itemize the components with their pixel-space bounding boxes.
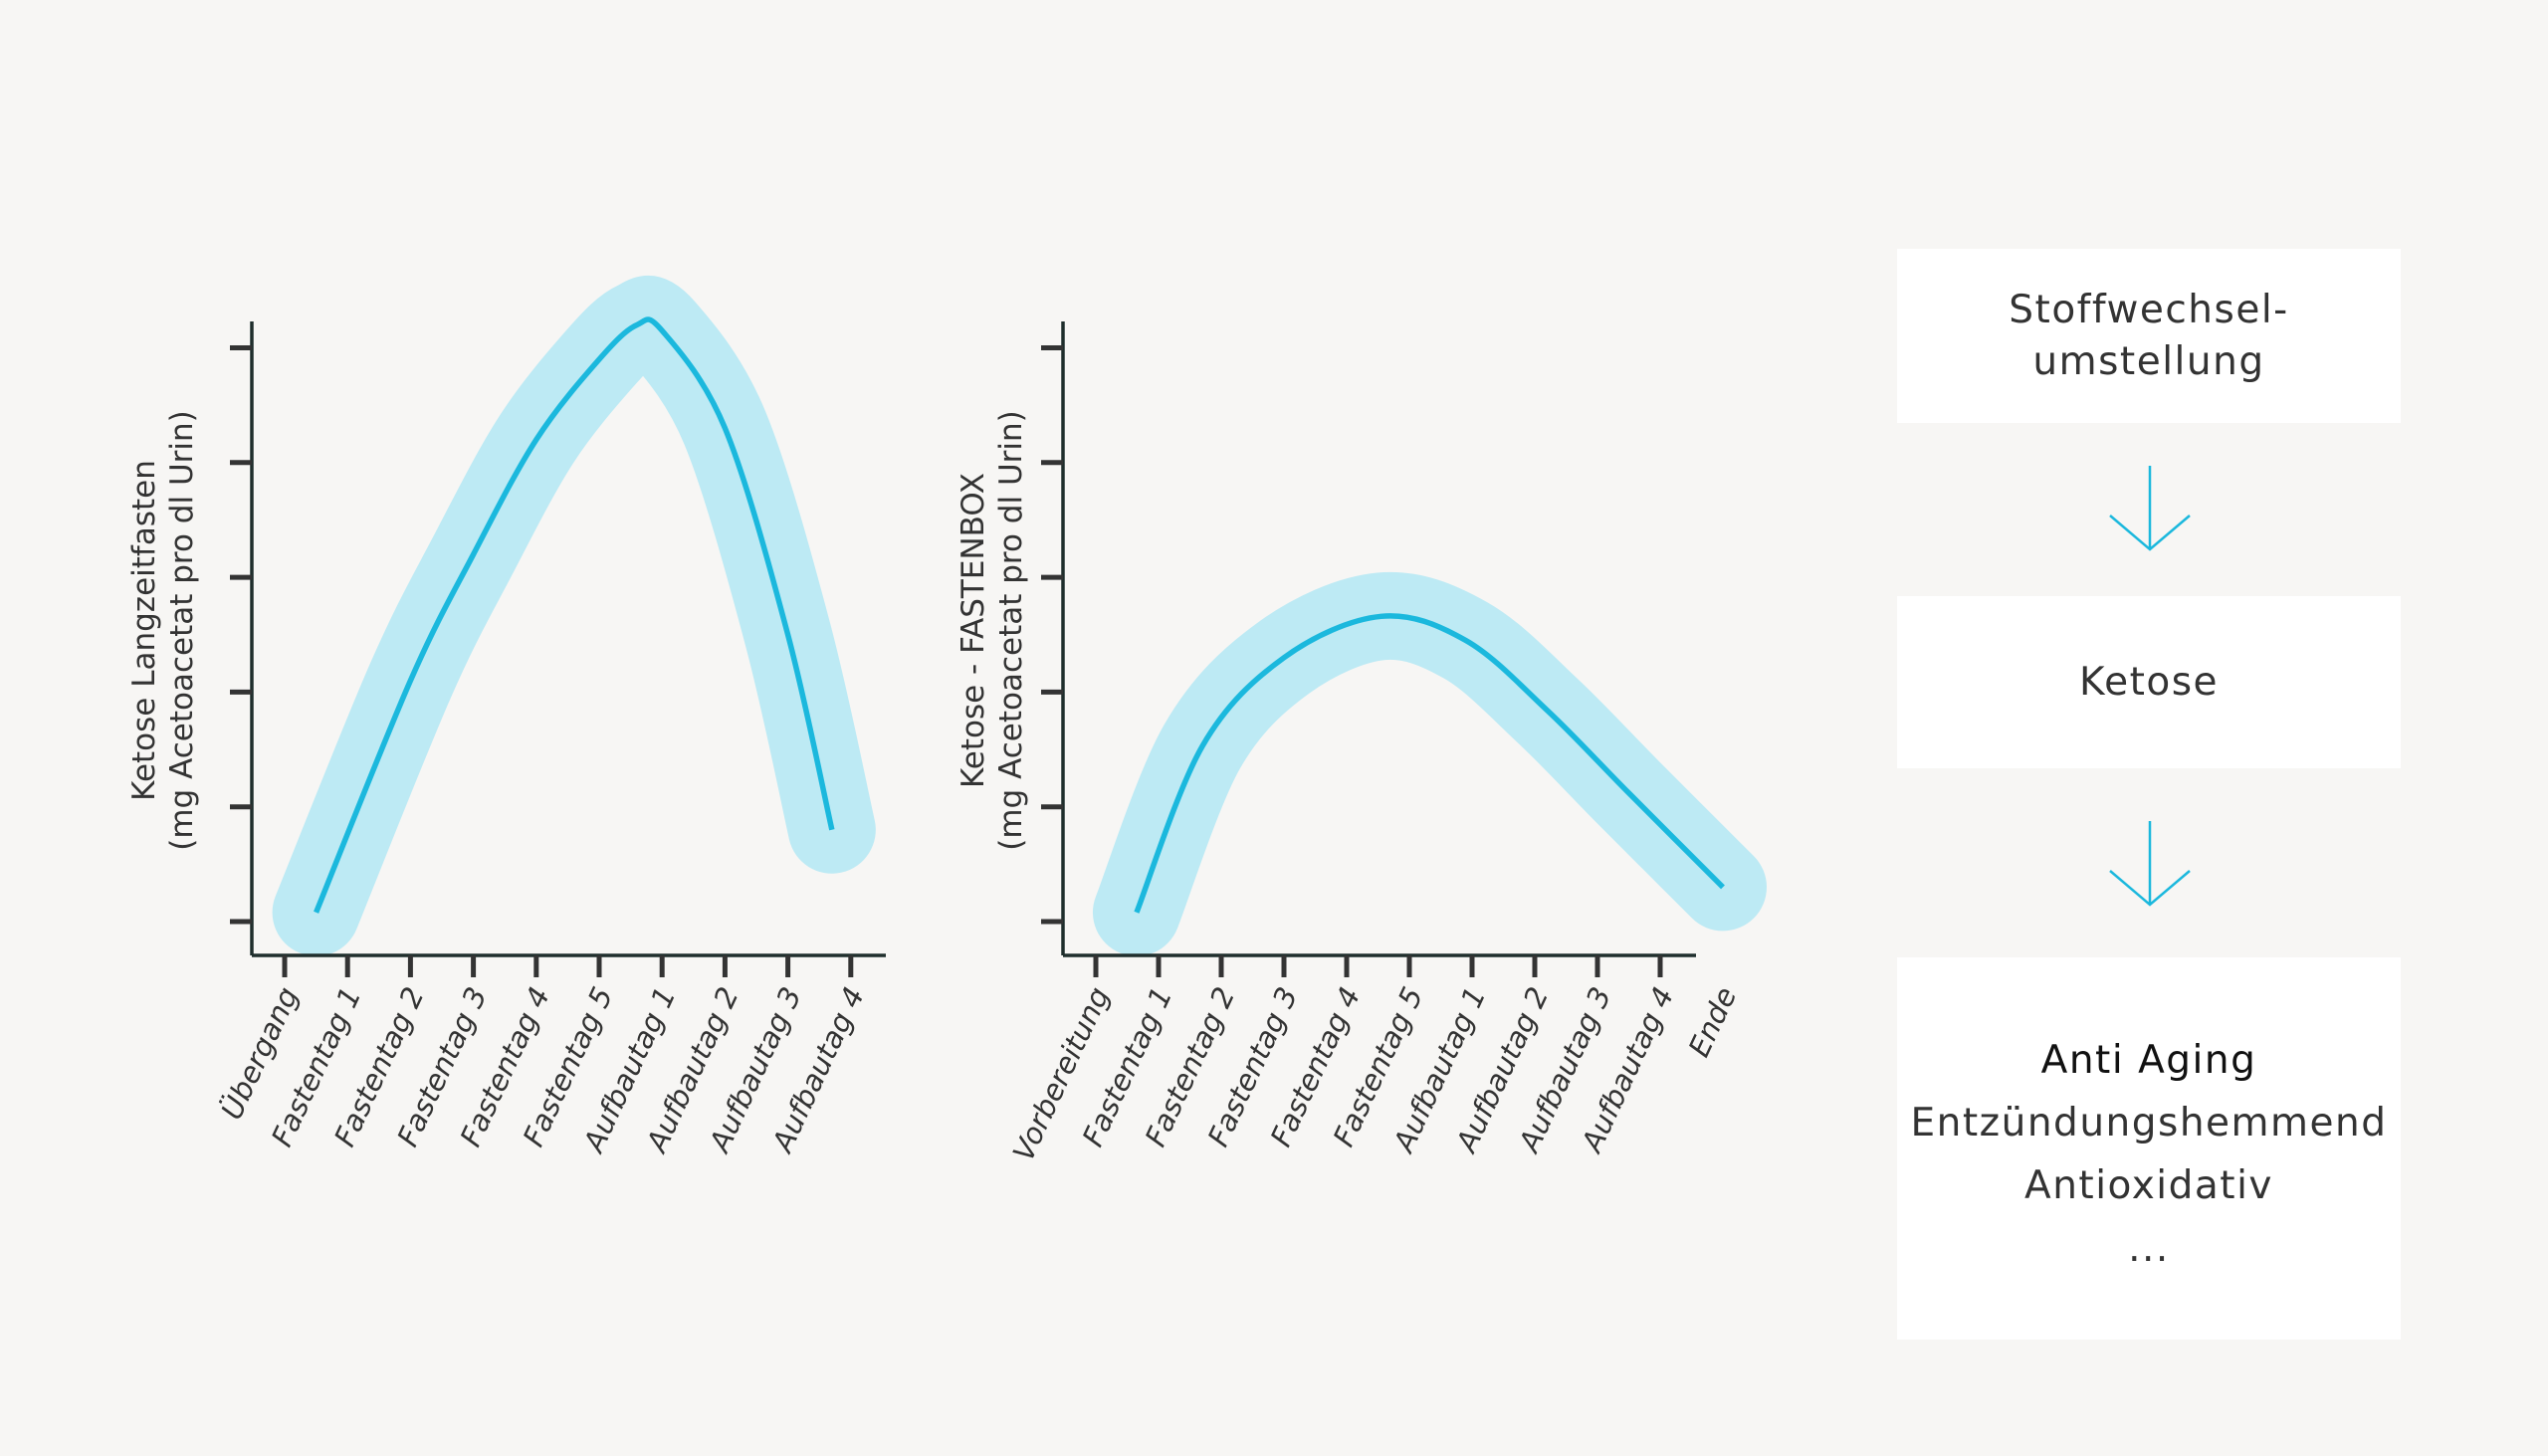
y-axis-title: Ketose - FASTENBOX(mg Acetoacetat pro dl…	[956, 410, 1029, 851]
flow-text: umstellung	[2032, 338, 2265, 384]
series-line	[1134, 613, 1725, 914]
arrow-down-icon	[2109, 466, 2191, 551]
range-band	[1092, 571, 1767, 956]
flow-box-effects: Anti Aging Entzündungshemmend Antioxidat…	[1897, 957, 2401, 1340]
y-axis-title-line: Ketose - FASTENBOX	[956, 473, 991, 788]
arrow-down-icon	[2109, 821, 2191, 907]
flow-text: Ketose	[2078, 659, 2220, 705]
y-axis-title: Ketose Langzeitfasten(mg Acetoacetat pro…	[126, 410, 200, 851]
y-axis-title-line: (mg Acetoacetat pro dl Urin)	[164, 410, 200, 851]
flow-text-entzuendungshemmend: Entzündungshemmend	[1910, 1101, 2388, 1145]
flow-text: Stoffwechsel-	[2009, 287, 2289, 332]
y-axis-title-line: (mg Acetoacetat pro dl Urin)	[993, 410, 1029, 851]
flow-text-anti-aging: Anti Aging	[2040, 1038, 2257, 1083]
flow-text-ellipsis: ...	[2128, 1226, 2170, 1271]
flow-text-antioxidativ: Antioxidativ	[2024, 1163, 2273, 1208]
flow-box-stoffwechselumstellung: Stoffwechsel- umstellung	[1897, 249, 2401, 423]
series-line	[314, 316, 835, 914]
flow-box-ketose: Ketose	[1897, 596, 2401, 768]
y-axis-title-line: Ketose Langzeitfasten	[126, 460, 162, 801]
range-band	[272, 276, 876, 956]
x-tick-label: Ende	[1682, 982, 1744, 1062]
